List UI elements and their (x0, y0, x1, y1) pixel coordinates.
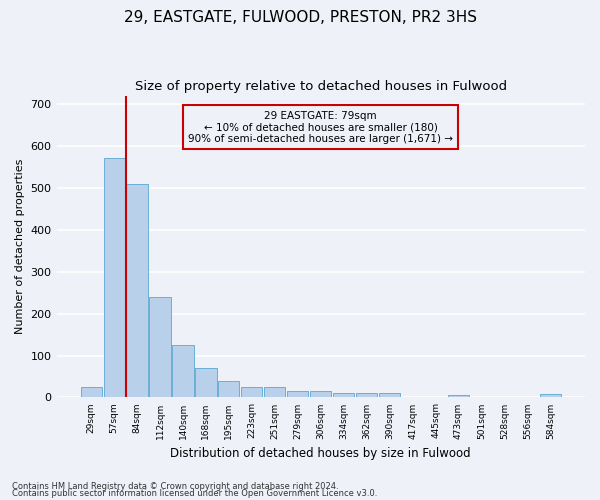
Bar (104, 158, 125, 398)
Bar (379, 393, 400, 398)
Y-axis label: Number of detached properties: Number of detached properties (15, 159, 25, 334)
Text: 29 EASTGATE: 79sqm
← 10% of detached houses are smaller (180)
90% of semi-detach: 29 EASTGATE: 79sqm ← 10% of detached hou… (188, 110, 453, 144)
Bar (218, 380, 239, 398)
Bar (241, 387, 262, 398)
Bar (149, 297, 170, 398)
Bar (356, 393, 377, 398)
Text: Contains HM Land Registry data © Crown copyright and database right 2024.: Contains HM Land Registry data © Crown c… (12, 482, 338, 491)
Bar (448, 395, 469, 398)
Bar (80, 387, 101, 398)
Text: Contains public sector information licensed under the Open Government Licence v3: Contains public sector information licen… (12, 489, 377, 498)
Bar (264, 387, 286, 398)
Bar (172, 345, 194, 398)
Text: 29, EASTGATE, FULWOOD, PRESTON, PR2 3HS: 29, EASTGATE, FULWOOD, PRESTON, PR2 3HS (124, 10, 476, 25)
Bar (540, 394, 561, 398)
Bar (333, 393, 354, 398)
Bar (310, 391, 331, 398)
Bar (287, 391, 308, 398)
Title: Size of property relative to detached houses in Fulwood: Size of property relative to detached ho… (135, 80, 507, 93)
Bar (127, 184, 148, 398)
Bar (196, 368, 217, 398)
X-axis label: Distribution of detached houses by size in Fulwood: Distribution of detached houses by size … (170, 447, 471, 460)
